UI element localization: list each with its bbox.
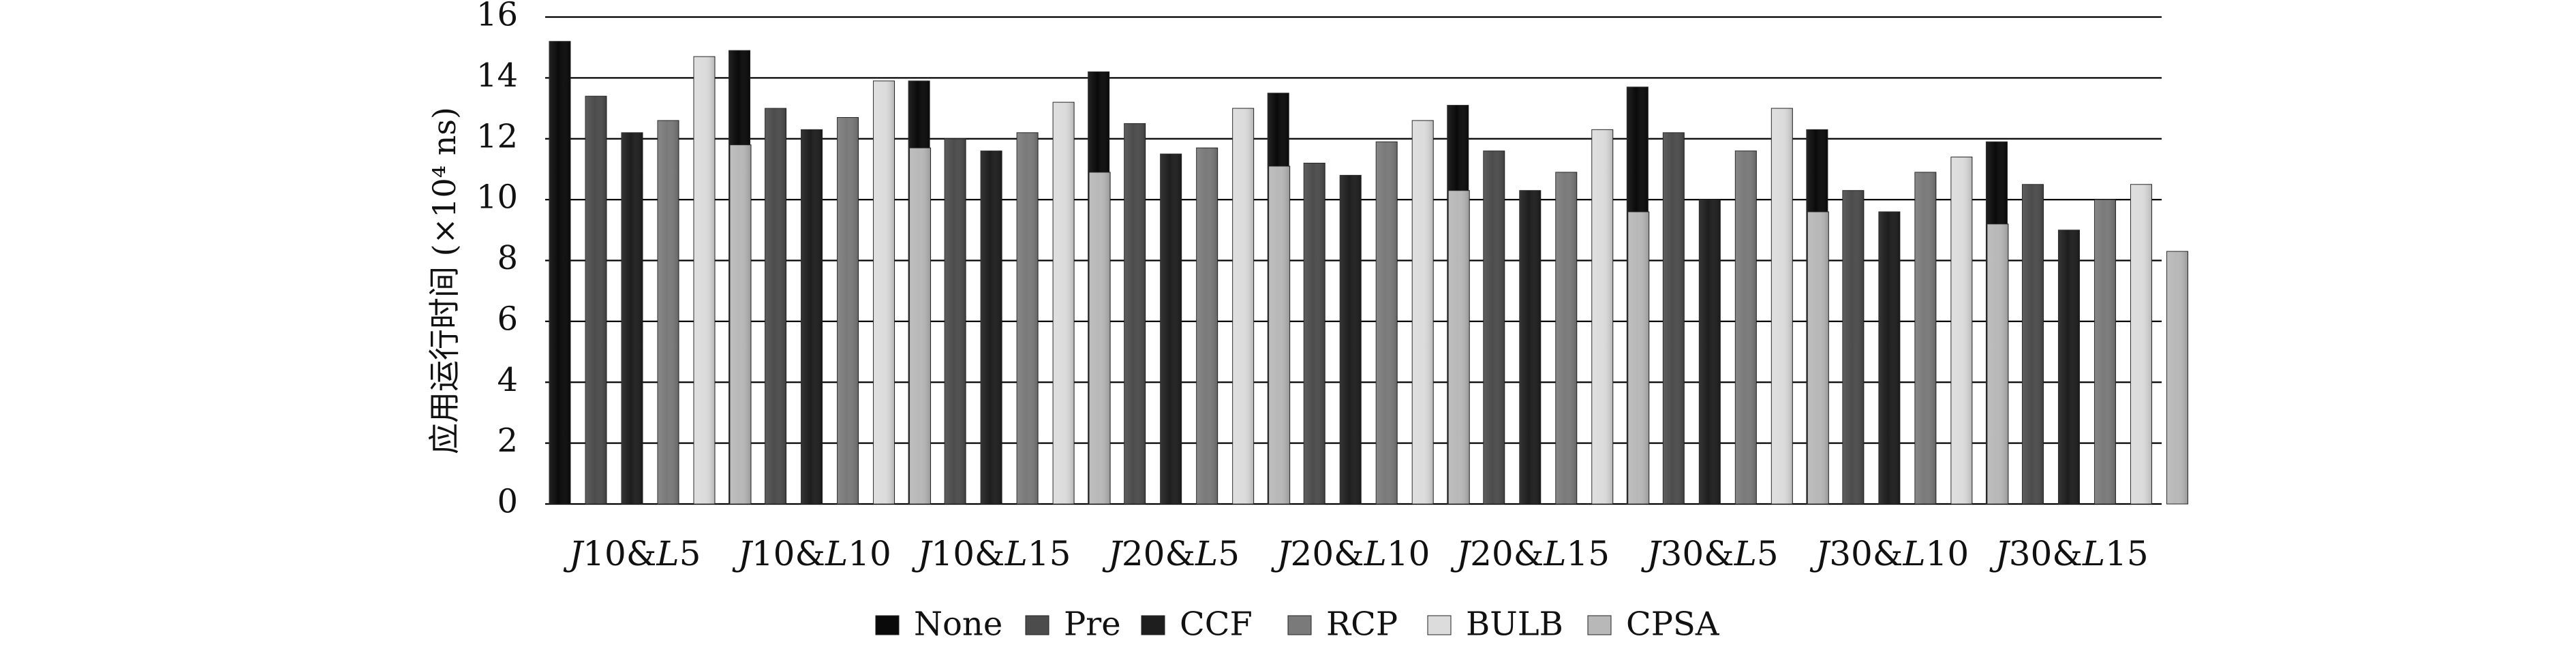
bar-shading [549,41,570,504]
bar-shading [873,80,895,504]
bar-shading [2094,200,2116,504]
bar-shading [2166,251,2188,504]
bar-shading [1017,132,1039,504]
bar-shading [1376,142,1398,504]
bar-shading [1699,200,1721,504]
bar-shading [658,120,679,504]
legend-swatch [1427,615,1452,635]
x-tick-label: J10&L15 [911,534,1071,573]
legend-item-rcp: RCP [1287,605,1398,644]
bar-shading [1950,157,1972,504]
bar-shading [1914,172,1936,504]
bar-shading [909,148,931,504]
bar-shading [1232,108,1254,504]
bar-shading [1483,151,1505,504]
bar-shading [801,129,823,504]
legend-item-ccf: CCF [1141,605,1253,644]
bar-shading [2130,184,2152,504]
legend-item-bulb: BULB [1427,605,1563,644]
bar-shading [1771,108,1793,504]
legend-swatch [1287,615,1312,635]
bar-shading [1124,123,1146,504]
x-tick-label: J20&L15 [1450,534,1610,573]
bar-shading [1053,102,1075,504]
bar-shading [2058,230,2080,504]
x-tick-label: J30&L15 [1989,534,2149,573]
legend-label: CCF [1180,605,1253,644]
bar-shading [1304,163,1325,504]
bar-shading [945,138,966,504]
bar-shading [1160,154,1182,504]
y-tick-label: 4 [497,361,518,399]
y-tick-label: 6 [497,300,518,338]
bar-shading [1627,212,1649,504]
bar-shading [585,96,607,504]
y-tick-label: 10 [476,178,518,217]
bar-shading [1268,165,1290,504]
bar-shading [1842,190,1864,504]
x-tick-label: J10&L5 [563,534,701,573]
bar-shading [694,57,715,504]
x-tick-label: J10&L10 [732,534,891,573]
bar-shading [1089,172,1111,504]
y-tick-label: 14 [476,57,518,95]
bar-shading [730,144,751,504]
x-tick-label: J30&L10 [1809,534,1969,573]
legend-label: CPSA [1626,605,1720,644]
bar-shading [1663,132,1685,504]
axes: 0 2 4 6 8 10 12 14 16 J10&L5 J10&L10 J10&L15 J20&L5 J… [476,0,2149,573]
x-tick-label: J30&L5 [1641,534,1779,573]
bar-shading [1555,172,1577,504]
legend-label: Pre [1064,605,1121,644]
bar-shading [1412,120,1434,504]
y-tick-label: 8 [497,239,518,277]
x-tick-label: J20&L10 [1270,534,1430,573]
legend-label: RCP [1326,605,1398,644]
y-tick-label: 2 [497,422,518,460]
y-tick-label: 16 [476,0,518,34]
bar-shading [837,117,859,504]
bar-shading [1735,151,1757,504]
legend-swatch [1587,615,1612,635]
x-tick-label: J20&L5 [1102,534,1240,573]
y-axis-title: 应用运行时间 (×10⁴ ns) [426,107,463,454]
bar-shading [1591,129,1613,504]
legend-item-pre: Pre [1025,605,1121,644]
bar-shading [765,108,786,504]
legend-swatch [1141,615,1165,635]
legend-item-cpsa: CPSA [1587,605,1720,644]
y-tick-label: 12 [476,117,518,155]
bar-shading [622,132,643,504]
legend-label: None [914,605,1002,644]
legend-item-none: None [875,605,1002,644]
bar-shading [1878,212,1900,504]
bar-shading [1807,212,1829,504]
bar-shading [1519,190,1541,504]
bar-shading [1196,148,1218,504]
y-tick-label: 0 [497,483,518,521]
legend-swatch [1025,615,1049,635]
bar-shading [981,151,1002,504]
legend-swatch [875,615,900,635]
bar-shading [1340,175,1362,504]
bar-shading [2022,184,2044,504]
bar-shading [1448,190,1470,504]
legend-label: BULB [1466,605,1563,644]
bars [549,41,2188,505]
legend: None Pre CCF RCP BULB CPSA [875,605,1720,644]
bar-shading [1987,223,2008,504]
